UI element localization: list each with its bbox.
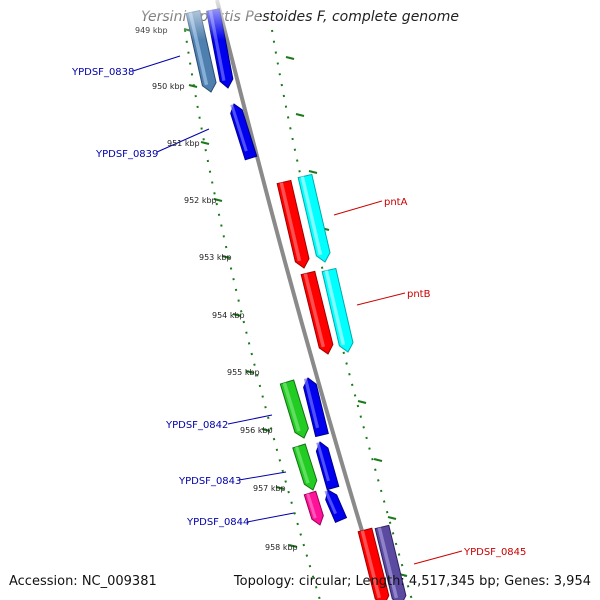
kbp-tick-outer [387,516,397,520]
leader-ypdsf-0842 [227,414,273,425]
gene-label-ypdsf-0845[interactable]: YPDSF_0845 [463,547,526,558]
feature-ypdsf-0843-b-highlight [316,442,330,482]
kbp-label: 954 kbp [212,311,245,320]
feature-ypdsf-0845-b-highlight [377,527,399,599]
kbp-label: 953 kbp [199,253,232,262]
kbp-label: 958 kbp [265,543,298,552]
feature-ypdsf-0844-a[interactable] [303,490,324,526]
kbp-tick-outer [285,56,295,60]
feature-pnta[interactable] [276,179,310,269]
feature-pntb-track2[interactable] [321,267,354,353]
feature-ypdsf-0842-b[interactable] [303,377,329,438]
feature-ypdsf-0844-b[interactable] [324,489,348,524]
leader-pntb [356,292,406,306]
feature-ypdsf-0843-a[interactable] [292,443,318,491]
feature-pnta-highlight [279,182,302,262]
kbp-tick [232,313,242,317]
genome-backbone [215,0,385,600]
feature-pntb-highlight [303,273,326,348]
gene-label-ypdsf-0839[interactable]: YPDSF_0839 [95,149,158,160]
kbp-label: 950 kbp [152,82,185,91]
feature-pnta-track2[interactable] [297,173,331,263]
top-fade [120,0,260,40]
genome-summary-text: Topology: circular; Length: 4,517,345 bp… [233,574,591,589]
kbp-tick [213,198,223,202]
accession-text: Accession: NC_009381 [9,574,157,589]
feature-ypdsf-0842-a[interactable] [279,379,309,439]
feature-pntb[interactable] [300,270,334,355]
leader-pnta [333,200,383,216]
leader-ypdsf-0844 [246,512,295,523]
kbp-tick [221,255,231,259]
kbp-tick [288,544,298,548]
feature-ypdsf-0843-a-highlight [294,446,310,484]
kbp-label: 951 kbp [167,139,200,148]
leader-ypdsf-0838 [132,55,181,72]
feature-ypdsf-0839[interactable] [230,103,258,161]
feature-ypdsf-0844-b-highlight [324,490,337,515]
kbp-label: 955 kbp [227,368,260,377]
leader-ypdsf-0839 [156,128,210,153]
kbp-tick [245,370,255,374]
gene-label-ypdsf-0838[interactable]: YPDSF_0838 [71,67,134,78]
kbp-tick-outer [308,170,318,174]
feature-ypdsf-0845-a-highlight [360,530,382,599]
kbp-label: 949 kbp [135,26,168,35]
feature-ypdsf-0839-highlight [230,104,248,152]
feature-ypdsf-0845-b[interactable] [374,524,407,600]
gene-label-ypdsf-0844[interactable]: YPDSF_0844 [186,517,249,528]
feature-pnta-track2-highlight [300,176,323,256]
feature-ypdsf-0843-b[interactable] [315,441,340,491]
kbp-label: 957 kbp [253,484,286,493]
feature-ypdsf-0842-a-highlight [282,382,301,432]
gene-label-ypdsf-0842[interactable]: YPDSF_0842 [165,420,228,431]
feature-ypdsf-0845-a[interactable] [357,527,390,600]
leader-ypdsf-0843 [238,471,287,481]
kbp-tick-outer [373,458,383,462]
feature-ypdsf-0842-b-highlight [303,378,320,429]
kbp-tick [188,84,198,88]
kbp-tick [200,141,210,145]
feature-ypdsf-0844-a-highlight [306,493,317,519]
feature-pntb-track2-highlight [324,270,346,346]
kbp-tick [261,428,271,432]
kbp-label: 952 kbp [184,196,217,205]
kbp-label: 956 kbp [240,426,273,435]
kbp-tick-outer [295,113,305,117]
gene-label-pntb[interactable]: pntB [407,289,431,300]
kbp-tick [275,486,285,490]
gene-label-ypdsf-0843[interactable]: YPDSF_0843 [178,476,241,487]
gene-label-pnta[interactable]: pntA [384,197,408,208]
leader-ypdsf-0845 [413,550,463,565]
kbp-tick-outer [357,400,367,404]
feature-ypdsf-0844-b-shape[interactable] [325,489,348,524]
